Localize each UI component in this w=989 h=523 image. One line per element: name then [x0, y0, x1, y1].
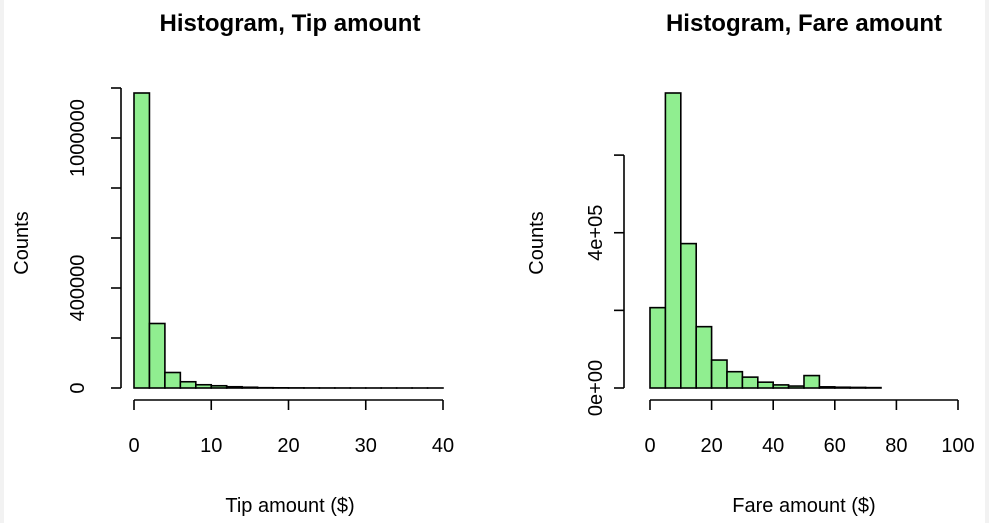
histogram-bar	[664, 92, 682, 389]
histogram-bar	[818, 386, 836, 389]
y-axis-label: Counts	[11, 211, 33, 274]
x-tick-label: 40	[432, 435, 454, 457]
chart-title: Histogram, Tip amount	[160, 10, 421, 37]
histogram-bar	[803, 374, 821, 389]
histogram-bar	[741, 376, 759, 389]
right-window-edge	[985, 0, 989, 523]
x-axis: 0 10 20 30 40	[128, 399, 454, 457]
x-tick-label: 0	[128, 435, 139, 457]
x-tick-label: 0	[644, 435, 655, 457]
histogram-bar	[695, 325, 713, 389]
histogram-bar	[726, 370, 744, 389]
histogram-bar	[679, 242, 697, 389]
x-tick-label: 100	[941, 435, 974, 457]
histogram-bar	[210, 384, 228, 389]
bars	[649, 92, 882, 389]
x-tick-label: 10	[200, 435, 222, 457]
bars	[133, 92, 444, 389]
histogram-bar	[772, 384, 790, 389]
histogram-bar	[710, 359, 728, 389]
histogram-bar	[133, 92, 151, 389]
x-tick-label: 80	[885, 435, 907, 457]
x-axis-label: Tip amount ($)	[225, 495, 354, 517]
x-axis: 0 20 40 60 80 100	[644, 399, 975, 457]
y-axis-label: Counts	[526, 211, 548, 274]
y-axis: 0 400000 1000000	[67, 87, 122, 394]
x-tick-label: 20	[277, 435, 299, 457]
histogram-bar	[148, 322, 166, 389]
x-tick-label: 30	[355, 435, 377, 457]
x-tick-label: 40	[762, 435, 784, 457]
tip-amount-histogram: Histogram, Tip amount Tip amount ($) Cou…	[11, 10, 454, 517]
y-tick-label: 0	[67, 382, 89, 393]
y-tick-label: 1000000	[67, 99, 89, 177]
chart-title: Histogram, Fare amount	[666, 10, 942, 37]
histogram-bar	[241, 386, 259, 389]
histogram-bar	[225, 385, 243, 389]
histogram-bar	[164, 371, 182, 389]
x-axis-label: Fare amount ($)	[732, 495, 875, 517]
y-tick-label: 4e+05	[585, 205, 607, 261]
histogram-bar	[649, 306, 667, 389]
histogram-bar	[833, 386, 851, 389]
histogram-bar	[849, 386, 867, 389]
y-tick-label: 400000	[67, 255, 89, 322]
histogram-bar	[756, 381, 774, 389]
left-window-edge	[0, 0, 4, 523]
y-tick-label: 0e+00	[585, 360, 607, 416]
fare-amount-histogram: Histogram, Fare amount Fare amount ($) C…	[526, 10, 975, 517]
x-tick-label: 20	[700, 435, 722, 457]
histogram-bar	[195, 383, 213, 389]
histogram-bar	[787, 385, 805, 389]
x-tick-label: 60	[824, 435, 846, 457]
histogram-bar	[179, 380, 197, 389]
y-axis: 0e+00 4e+05	[585, 154, 625, 416]
